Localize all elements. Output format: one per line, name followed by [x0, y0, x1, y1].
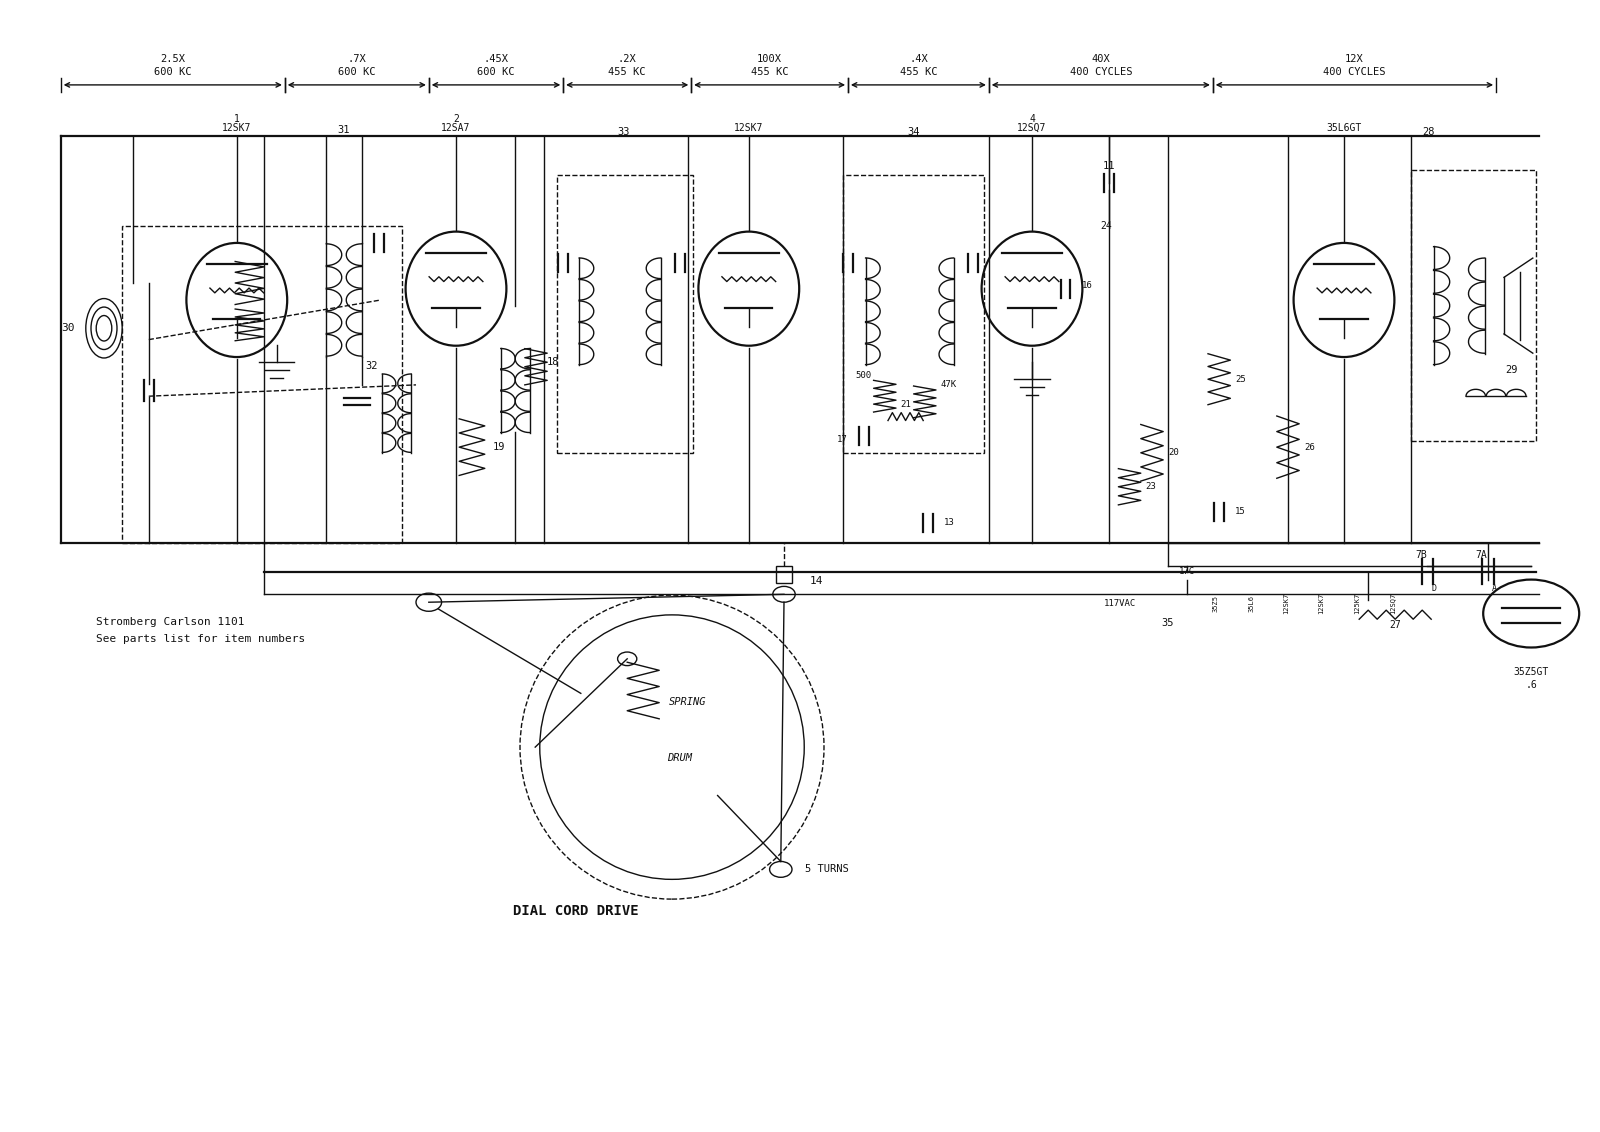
Text: 28: 28 [1422, 128, 1435, 137]
Bar [1411, 170, 1536, 441]
Text: 600 KC: 600 KC [154, 68, 192, 77]
Text: Stromberg Carlson 1101: Stromberg Carlson 1101 [96, 617, 245, 627]
Text: 600 KC: 600 KC [477, 68, 515, 77]
Text: 2.5X: 2.5X [160, 54, 186, 63]
Text: 12SK7: 12SK7 [1318, 593, 1325, 614]
Bar [843, 175, 984, 453]
Text: 23: 23 [1146, 482, 1157, 491]
Text: 24: 24 [1101, 222, 1112, 231]
Text: 11: 11 [1102, 162, 1115, 171]
Text: 12X: 12X [1346, 54, 1363, 63]
Text: SPRING: SPRING [669, 697, 707, 706]
Text: 12SK7: 12SK7 [1283, 593, 1290, 614]
Text: 35Z5GT: 35Z5GT [1514, 668, 1549, 677]
Text: 47K: 47K [941, 380, 957, 389]
Text: D: D [1430, 584, 1437, 593]
Text: 17C: 17C [1179, 567, 1195, 576]
Text: 35Z5: 35Z5 [1213, 594, 1219, 612]
Text: 5 TURNS: 5 TURNS [805, 865, 848, 874]
Text: 2: 2 [453, 114, 459, 123]
Text: 16: 16 [1082, 281, 1093, 290]
Text: 1: 1 [234, 114, 240, 123]
Text: 27: 27 [1389, 620, 1402, 629]
Text: 12SQ7: 12SQ7 [1389, 593, 1395, 614]
Text: DRUM: DRUM [667, 754, 693, 763]
Text: 400 CYCLES: 400 CYCLES [1323, 68, 1386, 77]
Text: 125K7: 125K7 [1354, 593, 1360, 614]
Text: 21: 21 [901, 400, 910, 409]
Text: 30: 30 [62, 324, 75, 333]
Text: 13: 13 [944, 518, 955, 528]
Text: DIAL CORD DRIVE: DIAL CORD DRIVE [514, 904, 638, 918]
Text: 32: 32 [365, 361, 378, 370]
Text: 400 CYCLES: 400 CYCLES [1069, 68, 1133, 77]
Text: 12SK7: 12SK7 [734, 123, 763, 132]
Text: A: A [1491, 584, 1498, 593]
Text: 12SQ7: 12SQ7 [1018, 123, 1046, 132]
Text: 26: 26 [1304, 443, 1315, 452]
Text: 500: 500 [856, 371, 872, 380]
Text: 31: 31 [338, 126, 350, 135]
Text: 17: 17 [837, 435, 848, 444]
Text: 35L6GT: 35L6GT [1326, 123, 1362, 132]
Text: 117VAC: 117VAC [1104, 599, 1136, 608]
Text: 18: 18 [547, 358, 560, 367]
Text: 33: 33 [618, 128, 630, 137]
Text: 35L6: 35L6 [1248, 594, 1254, 612]
Text: 455 KC: 455 KC [750, 68, 789, 77]
Bar [776, 566, 792, 583]
Text: 29: 29 [1506, 366, 1518, 375]
Text: .4X: .4X [909, 54, 928, 63]
Text: 100X: 100X [757, 54, 782, 63]
Text: 455 KC: 455 KC [899, 68, 938, 77]
Text: 20: 20 [1168, 448, 1179, 457]
Bar [122, 226, 402, 543]
Text: 35: 35 [1162, 618, 1174, 627]
Text: 455 KC: 455 KC [608, 68, 646, 77]
Text: 12SK7: 12SK7 [222, 123, 251, 132]
Text: 7B: 7B [1414, 550, 1427, 559]
Text: 40X: 40X [1091, 54, 1110, 63]
Text: 25: 25 [1235, 375, 1246, 384]
Text: 12SA7: 12SA7 [442, 123, 470, 132]
Text: 34: 34 [907, 128, 920, 137]
Text: .6: .6 [1525, 680, 1538, 689]
Text: 19: 19 [493, 443, 506, 452]
Text: 600 KC: 600 KC [338, 68, 376, 77]
Text: .2X: .2X [618, 54, 637, 63]
Bar [557, 175, 693, 453]
Text: 4: 4 [1029, 114, 1035, 123]
Text: 7A: 7A [1475, 550, 1488, 559]
Text: 15: 15 [1235, 507, 1246, 516]
Text: 14: 14 [810, 576, 822, 585]
Text: See parts list for item numbers: See parts list for item numbers [96, 634, 306, 644]
Text: .45X: .45X [483, 54, 509, 63]
Text: .7X: .7X [347, 54, 366, 63]
